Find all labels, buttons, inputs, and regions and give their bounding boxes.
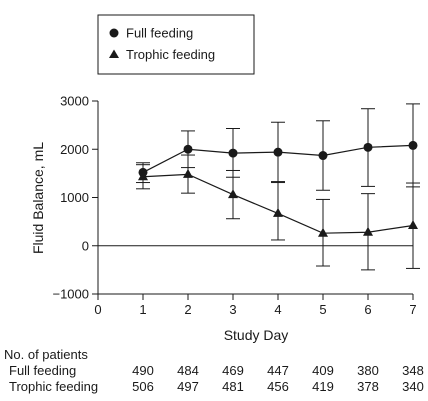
full-feeding-point (273, 147, 283, 157)
legend-label-full-feeding: Full feeding (126, 26, 193, 41)
patients-trophic-feeding-value: 378 (357, 379, 379, 394)
legend: Full feeding Trophic feeding (97, 14, 255, 75)
patients-table: No. of patients Full feeding Trophic fee… (4, 347, 424, 394)
trophic-feeding-point (363, 226, 373, 236)
patients-full-feeding-value: 348 (402, 363, 424, 378)
patients-full-feeding-value: 447 (267, 363, 289, 378)
error-bars (136, 103, 420, 271)
patients-table-title: No. of patients (4, 347, 88, 362)
patients-trophic-feeding-value: 419 (312, 379, 334, 394)
y-tick-label: 3000 (60, 94, 89, 109)
trophic-feeding-point (273, 207, 283, 217)
patients-full-feeding-value: 409 (312, 363, 334, 378)
y-tick-label: 1000 (60, 190, 89, 205)
y-tick-label: 0 (82, 238, 89, 253)
patients-trophic-feeding-value: 506 (132, 379, 154, 394)
patients-trophic-feeding-value: 481 (222, 379, 244, 394)
x-tick-label: 6 (364, 302, 371, 317)
patients-full-feeding-value: 469 (222, 363, 244, 378)
trophic-feeding-point (408, 219, 418, 229)
data-markers (138, 140, 418, 237)
full-feeding-point (408, 140, 418, 150)
y-tick-label: 2000 (60, 142, 89, 157)
trophic-feeding-point (228, 189, 238, 199)
legend-circle-marker (109, 28, 119, 38)
legend-label-trophic-feeding: Trophic feeding (126, 47, 215, 62)
patients-full-feeding-value: 490 (132, 363, 154, 378)
y-axis-title: Fluid Balance, mL (30, 142, 46, 254)
x-tick-label: 2 (184, 302, 191, 317)
full-feeding-point (183, 144, 193, 154)
x-tick-label: 0 (94, 302, 101, 317)
patients-row-label-full: Full feeding (9, 363, 76, 378)
patients-full-feeding-value: 484 (177, 363, 199, 378)
x-tick-label: 7 (409, 302, 416, 317)
trophic-feeding-point (318, 227, 328, 237)
patients-trophic-feeding-value: 340 (402, 379, 424, 394)
legend-box (97, 14, 255, 75)
full-feeding-point (363, 142, 373, 152)
x-tick-label: 5 (319, 302, 326, 317)
x-tick-label: 1 (139, 302, 146, 317)
trophic-feeding-point (138, 171, 148, 181)
legend-triangle-marker (109, 49, 119, 58)
x-axis-title: Study Day (224, 327, 289, 343)
full-feeding-point (228, 148, 238, 158)
patients-trophic-feeding-value: 497 (177, 379, 199, 394)
axes: −1000 0 1000 2000 3000 0 1 2 3 4 5 6 7 (52, 94, 416, 318)
x-tick-label: 4 (274, 302, 281, 317)
trophic-feeding-point (183, 168, 193, 178)
patients-row-label-trophic: Trophic feeding (9, 379, 98, 394)
x-tick-label: 3 (229, 302, 236, 317)
patients-full-feeding-value: 380 (357, 363, 379, 378)
y-tick-label: −1000 (52, 287, 89, 302)
patients-trophic-feeding-value: 456 (267, 379, 289, 394)
full-feeding-point (318, 151, 328, 161)
